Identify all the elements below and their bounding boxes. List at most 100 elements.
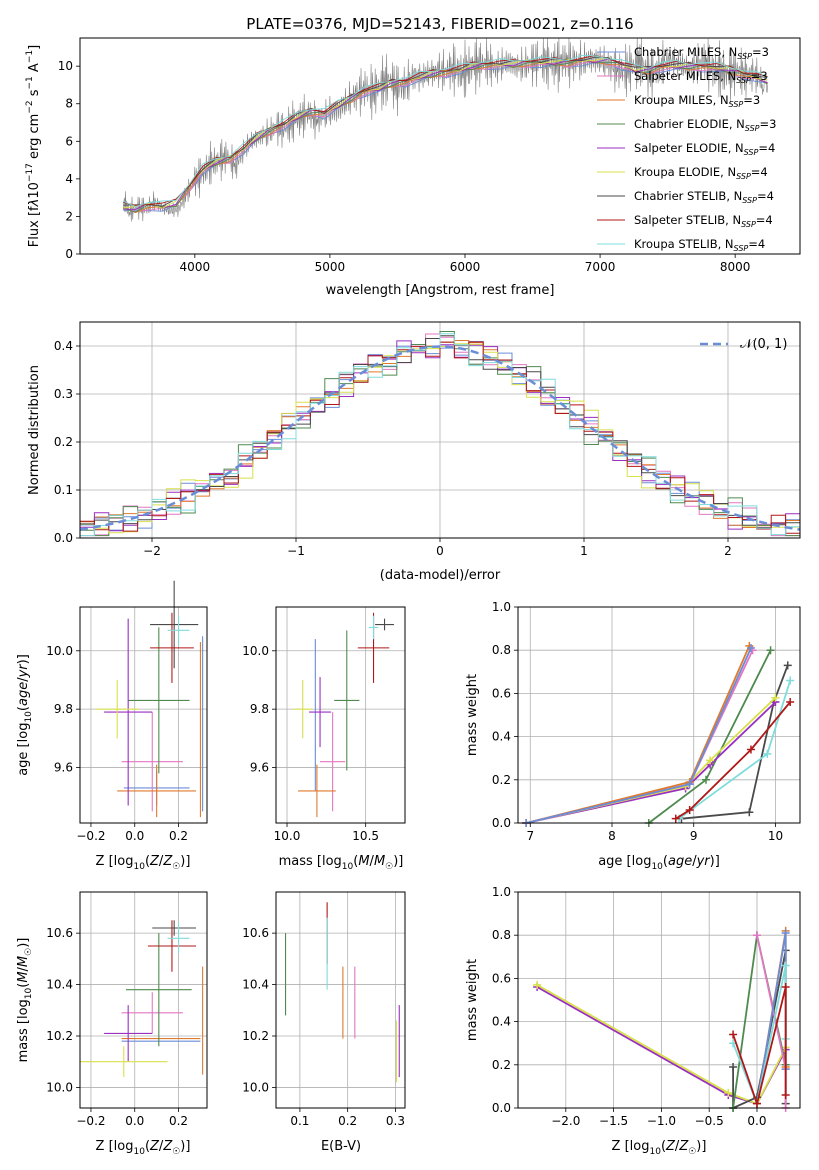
y-tick-label: 1.0 — [492, 885, 511, 899]
mass-vs-ebv-frame — [275, 891, 406, 1109]
x-tick-label: 0.0 — [125, 1114, 144, 1128]
x-tick-label: −1.5 — [599, 1114, 628, 1128]
residual-histogram-panel: 𝒩(0, 1) −2 −1 0 1 2 0.0 0.1 0.2 0.3 0.4 (data-mod… — [27, 321, 801, 583]
y-tick-label: 0.4 — [492, 1015, 511, 1029]
y-tick-label: 0.0 — [492, 816, 511, 830]
weight-vs-z-lines — [533, 926, 790, 1112]
weight-marker — [746, 745, 755, 754]
mass-vs-ebv-panel: 0.1 0.2 0.3 10.0 10.2 10.4 10.6 E(B-V) — [242, 891, 406, 1154]
age-vs-mass-panel: 10.0 10.5 9.6 9.8 10.0 mass [log10(M/M☉)] — [242, 606, 406, 872]
spectrum-lines — [122, 37, 768, 222]
x-tick-label: −1 — [287, 544, 305, 558]
x-tick-label: −2 — [143, 544, 161, 558]
y-tick-label: 4 — [65, 172, 73, 186]
y-tick-label: 0.3 — [54, 387, 73, 401]
normal-reference-curve — [79, 345, 801, 531]
mass-vs-z-ticks: −0.2 0.0 0.2 10.0 10.2 10.4 10.6 — [46, 926, 188, 1128]
weight-vs-z-ticks: −2.0 −1.5 −1.0 −0.5 0.0 0.0 0.2 0.4 0.6 0.8 1.0 — [492, 885, 767, 1128]
weight-vs-age-lines — [522, 641, 795, 827]
y-tick-label: 0.8 — [492, 928, 511, 942]
age-vs-z-frame — [79, 606, 208, 824]
mass-vs-ebv-ticks: 0.1 0.2 0.3 10.0 10.2 10.4 10.6 — [242, 926, 405, 1128]
x-tick-label: 0.1 — [290, 1114, 309, 1128]
weight-marker — [533, 980, 542, 989]
weight-marker — [781, 983, 790, 992]
legend-label: Salpeter ELODIE, NSSP=4 — [634, 141, 775, 157]
y-tick-label: 0.1 — [54, 483, 73, 497]
mass-vs-z-panel: −0.2 0.0 0.2 10.0 10.2 10.4 10.6 Z [log10(Z/Z☉… — [16, 891, 208, 1157]
age-vs-z-ticks: −0.2 0.0 0.2 9.6 9.8 10.0 — [46, 644, 188, 843]
y-tick-label: 10.2 — [242, 1029, 269, 1043]
x-tick-label: −0.2 — [76, 1114, 105, 1128]
weight-line — [732, 986, 787, 1107]
y-tick-label: 9.6 — [250, 761, 269, 775]
model-fit-line — [123, 55, 768, 206]
age-vs-mass-frame — [275, 606, 406, 824]
x-tick-label: 10.0 — [274, 829, 301, 843]
figure-title: PLATE=0376, MJD=52143, FIBERID=0021, z=0… — [246, 15, 633, 33]
x-tick-label: 5000 — [315, 260, 346, 274]
weight-marker — [752, 931, 761, 940]
y-tick-label: 0.0 — [54, 531, 73, 545]
weight-vs-z-ylabel: mass weight — [465, 959, 480, 1041]
legend-label: Chabrier MILES, NSSP=3 — [634, 45, 769, 61]
weight-marker — [702, 775, 710, 784]
y-tick-label: 2 — [65, 209, 73, 223]
model-fit-line — [123, 56, 768, 209]
y-tick-label: 10.0 — [242, 1080, 269, 1094]
mass-vs-z-frame — [79, 891, 208, 1109]
y-tick-label: 10.0 — [242, 644, 269, 658]
weight-vs-age-xlabel: age [log10(age/yr)] — [598, 854, 720, 872]
model-fit-line — [123, 60, 768, 214]
model-fit-line — [123, 60, 768, 213]
weight-marker — [781, 929, 790, 938]
y-tick-label: 10.2 — [46, 1029, 73, 1043]
legend-label: Kroupa MILES, NSSP=3 — [634, 93, 760, 109]
histogram-ylabel: Normed distribution — [27, 365, 42, 495]
histogram-legend: 𝒩(0, 1) — [700, 337, 787, 352]
weight-marker — [786, 676, 795, 685]
spectrum-ylabel: Flux [fλ10−17 erg cm−2 s−1 A−1] — [25, 45, 42, 247]
spectrum-xlabel: wavelength [Angstrom, rest frame] — [326, 283, 555, 298]
y-tick-label: 10.0 — [46, 1080, 73, 1094]
y-tick-label: 0.4 — [54, 339, 73, 353]
y-tick-label: 0.2 — [492, 1058, 511, 1072]
weight-marker — [763, 749, 772, 758]
age-vs-mass-xlabel: mass [log10(M/M☉)] — [279, 854, 404, 872]
weight-marker — [724, 1088, 733, 1097]
legend-label: Salpeter MILES, NSSP=3 — [634, 69, 768, 85]
x-tick-label: 0.2 — [169, 1114, 188, 1128]
model-fit-line — [123, 54, 768, 207]
weight-marker — [752, 1099, 761, 1108]
y-tick-label: 0.8 — [492, 643, 511, 657]
weight-marker — [671, 814, 680, 823]
weight-line — [536, 984, 787, 1105]
mass-vs-z-xlabel: Z [log10(Z/Z☉)] — [96, 1139, 191, 1157]
weight-marker — [771, 693, 780, 702]
x-tick-label: 2 — [724, 544, 732, 558]
x-tick-label: 9 — [690, 829, 698, 843]
y-tick-label: 9.8 — [54, 702, 73, 716]
y-tick-label: 0.2 — [54, 435, 73, 449]
x-tick-label: 8000 — [720, 260, 751, 274]
x-tick-label: 0.0 — [747, 1114, 766, 1128]
y-tick-label: 10.4 — [46, 978, 73, 992]
x-tick-label: −2.0 — [551, 1114, 580, 1128]
weight-vs-age-frame — [517, 606, 801, 824]
y-tick-label: 0.6 — [492, 971, 511, 985]
x-tick-label: −0.2 — [76, 829, 105, 843]
histogram-ticks: −2 −1 0 1 2 0.0 0.1 0.2 0.3 0.4 — [54, 339, 732, 558]
histogram-steps — [79, 331, 801, 537]
y-tick-label: 10.6 — [46, 926, 73, 940]
x-tick-label: 1 — [580, 544, 588, 558]
weight-vs-age-ticks: 7 8 9 10 0.0 0.2 0.4 0.6 0.8 1.0 — [492, 600, 783, 843]
weight-marker — [766, 646, 775, 655]
weight-vs-age-ylabel: mass weight — [465, 674, 480, 756]
legend-label: Chabrier ELODIE, NSSP=3 — [634, 117, 776, 133]
weight-line — [525, 647, 752, 824]
x-tick-label: 0.3 — [386, 1114, 405, 1128]
age-vs-mass-errorbars — [293, 612, 394, 818]
weight-marker — [706, 756, 715, 765]
y-tick-label: 0.2 — [492, 773, 511, 787]
